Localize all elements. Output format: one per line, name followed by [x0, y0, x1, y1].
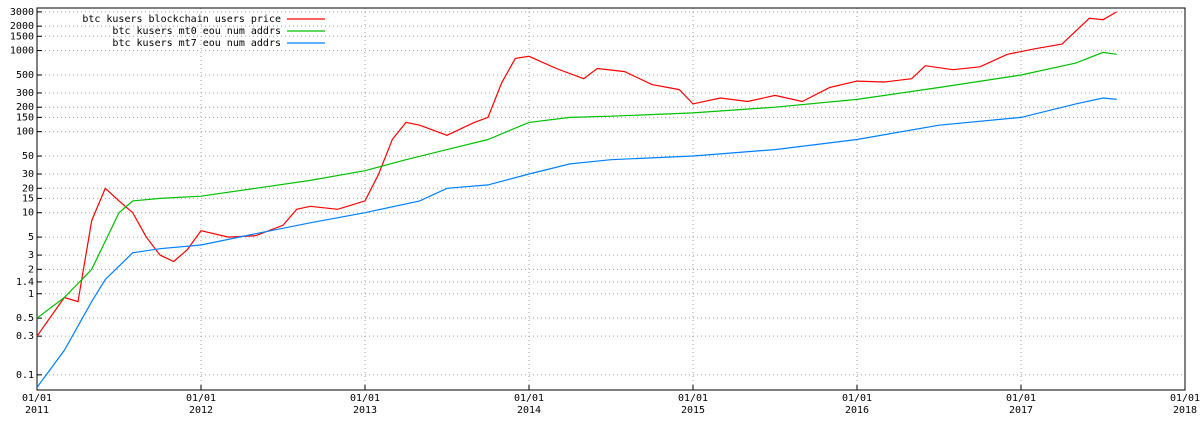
x-tick-label: 2015 [681, 405, 705, 416]
plot-frame [36, 7, 1186, 391]
x-tick-label: 2012 [189, 405, 213, 416]
x-tick-label: 2017 [1009, 405, 1033, 416]
y-tick-label: 30 [22, 169, 34, 180]
y-tick-label: 200 [16, 102, 34, 113]
x-tick-label: 01/01 [186, 393, 216, 404]
y-tick-label: 0.5 [16, 313, 34, 324]
y-tick-label: 20 [22, 183, 34, 194]
x-tick-label: 01/01 [842, 393, 872, 404]
y-tick-label: 1000 [10, 46, 34, 57]
x-tick-label: 2013 [353, 405, 377, 416]
x-tick-label: 01/01 [1170, 393, 1200, 404]
y-tick-label: 1.4 [16, 277, 34, 288]
x-tick-label: 2011 [25, 405, 49, 416]
y-tick-label: 0.1 [16, 370, 34, 381]
x-tick-label: 2016 [845, 405, 869, 416]
legend-label: btc kusers mt0 eou num addrs [112, 26, 281, 37]
y-tick-label: 500 [16, 70, 34, 81]
y-tick-label: 5 [28, 232, 34, 243]
legend-label: btc kusers mt7 eou num addrs [112, 38, 281, 49]
x-tick-label: 2014 [517, 405, 541, 416]
y-tick-label: 50 [22, 151, 34, 162]
y-tick-label: 15 [22, 193, 34, 204]
y-tick-label: 2000 [10, 21, 34, 32]
x-tick-label: 01/01 [350, 393, 380, 404]
series-line [36, 11, 1117, 337]
y-tick-label: 2 [28, 264, 34, 275]
y-tick-label: 1 [28, 289, 34, 300]
legend-label: btc kusers blockchain users price [82, 14, 281, 25]
y-tick-label: 1500 [10, 31, 34, 42]
x-tick-label: 01/01 [1006, 393, 1036, 404]
y-tick-label: 10 [22, 208, 34, 219]
y-tick-label: 150 [16, 112, 34, 123]
y-tick-label: 0.3 [16, 331, 34, 342]
x-tick-label: 01/01 [514, 393, 544, 404]
x-tick-label: 01/01 [22, 393, 52, 404]
y-tick-label: 3 [28, 250, 34, 261]
y-tick-label: 3000 [10, 7, 34, 18]
series-line [36, 97, 1117, 388]
y-tick-label: 100 [16, 127, 34, 138]
y-tick-label: 300 [16, 88, 34, 99]
series-line [36, 51, 1117, 319]
x-tick-label: 01/01 [678, 393, 708, 404]
x-tick-label: 2018 [1173, 405, 1197, 416]
